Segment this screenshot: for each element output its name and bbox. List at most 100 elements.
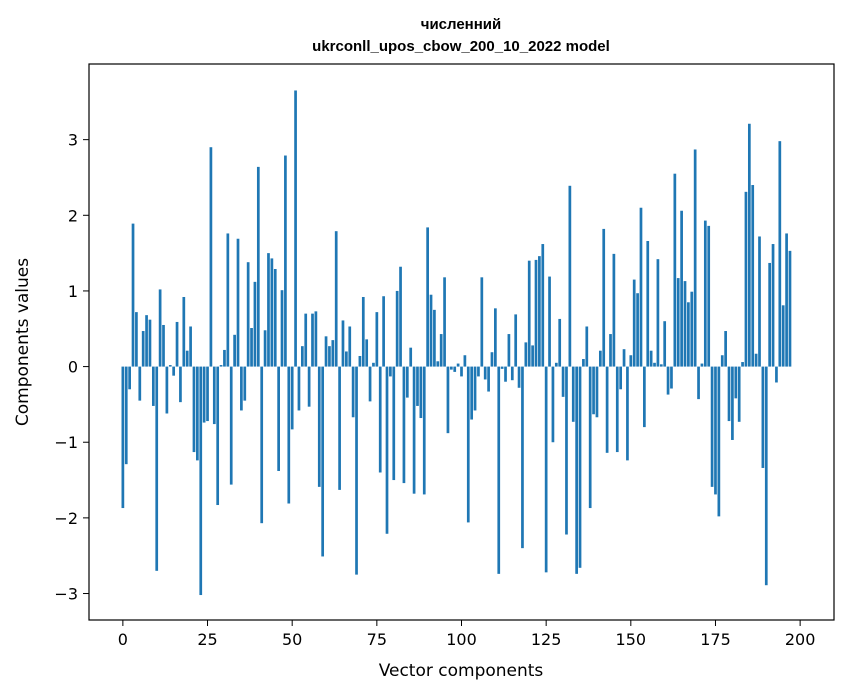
bar <box>788 250 792 367</box>
bar <box>267 253 270 367</box>
bar <box>571 366 575 422</box>
bar <box>223 349 226 367</box>
bar <box>622 349 626 367</box>
bar <box>229 366 233 485</box>
bar <box>500 366 504 369</box>
bar <box>781 305 785 367</box>
bar <box>747 123 751 367</box>
bar <box>720 355 724 367</box>
bar <box>456 363 460 367</box>
bar <box>551 366 555 443</box>
bar <box>707 225 711 367</box>
bar <box>754 353 758 367</box>
bar <box>663 321 667 367</box>
bar <box>192 366 196 453</box>
bar <box>595 366 599 418</box>
bar <box>338 366 341 490</box>
bar <box>521 366 524 549</box>
bar <box>253 281 257 367</box>
bar <box>598 350 602 367</box>
bar <box>615 366 619 453</box>
bar <box>182 296 186 367</box>
bar <box>368 366 372 402</box>
bar <box>531 345 534 367</box>
chart-title-line-1: численний <box>421 16 502 33</box>
bar <box>602 228 606 367</box>
bar <box>256 166 260 367</box>
bars-group <box>121 90 792 596</box>
bar <box>517 366 521 388</box>
x-axis-ticks: 0 25 50 75 100 125 150 175 200 <box>118 620 815 649</box>
bar <box>433 309 436 367</box>
bar <box>185 350 189 367</box>
bar <box>538 256 541 367</box>
bar <box>348 326 352 367</box>
bar <box>399 266 402 367</box>
bar <box>290 366 294 430</box>
bar <box>263 330 267 367</box>
bar <box>527 260 531 367</box>
bar <box>510 366 514 381</box>
bar <box>277 366 280 471</box>
bar <box>419 366 423 419</box>
bar <box>626 366 629 461</box>
x-tick-label: 175 <box>700 630 731 649</box>
bar <box>449 366 453 370</box>
bar <box>693 149 697 367</box>
bar <box>612 253 616 367</box>
bar <box>578 366 582 568</box>
bar <box>463 355 467 367</box>
y-axis-label: Components values <box>13 258 33 426</box>
bar <box>412 366 416 494</box>
bar <box>771 244 775 367</box>
bar <box>477 366 480 377</box>
bar <box>175 321 179 367</box>
bar <box>751 185 755 367</box>
bar <box>592 366 595 415</box>
bar <box>494 308 497 367</box>
bar <box>659 364 663 367</box>
bar <box>487 366 490 392</box>
bar <box>409 347 413 367</box>
bar <box>155 366 159 571</box>
bar <box>392 366 396 481</box>
bar <box>541 244 545 367</box>
bar <box>680 210 683 367</box>
bar <box>260 366 264 524</box>
bar <box>643 366 646 428</box>
bar <box>141 331 145 367</box>
bar <box>639 207 643 367</box>
bar <box>345 351 348 367</box>
bar <box>741 362 744 367</box>
bar <box>378 366 382 473</box>
bar <box>703 220 707 367</box>
bar <box>507 334 511 367</box>
bar <box>575 366 578 574</box>
bar <box>250 328 253 367</box>
bar <box>761 366 765 468</box>
bar <box>609 334 612 367</box>
bar <box>585 326 589 367</box>
bar <box>514 314 518 367</box>
bar <box>372 362 375 367</box>
bar <box>307 366 311 407</box>
bar <box>240 366 243 411</box>
bar <box>453 366 457 372</box>
bar <box>341 320 345 367</box>
bar <box>179 366 182 403</box>
bar <box>324 336 328 367</box>
bar <box>731 366 734 440</box>
x-tick-label: 150 <box>616 630 647 649</box>
bar <box>365 339 369 367</box>
bar <box>243 366 247 401</box>
bar <box>145 315 148 367</box>
bar <box>646 241 650 367</box>
bar <box>676 278 680 367</box>
bar <box>490 352 494 367</box>
y-tick-label: 0 <box>68 358 78 377</box>
bar <box>636 293 639 367</box>
y-tick-label: −3 <box>54 585 78 604</box>
bar <box>168 365 172 367</box>
bar <box>202 366 206 423</box>
